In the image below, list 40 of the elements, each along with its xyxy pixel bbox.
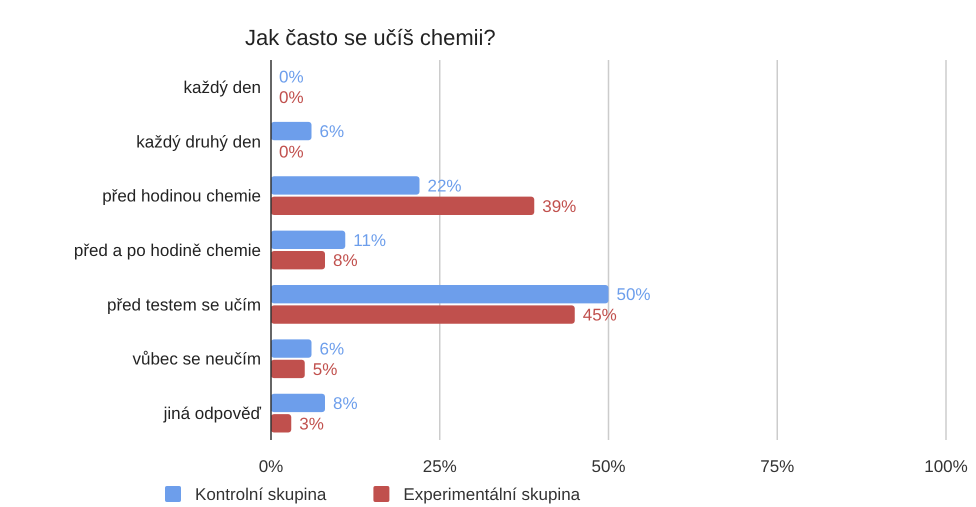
bar xyxy=(271,196,534,216)
bar xyxy=(271,360,305,378)
data-label: 0% xyxy=(279,142,304,162)
bar xyxy=(271,305,575,324)
y-tick-label: vůbec se neučím xyxy=(132,350,261,369)
bar xyxy=(271,251,325,270)
data-label: 22% xyxy=(428,176,462,196)
bar xyxy=(271,284,608,304)
data-label: 0% xyxy=(279,88,304,108)
data-label: 5% xyxy=(312,360,338,379)
data-label: 50% xyxy=(616,285,651,304)
legend-label: Kontrolní skupina xyxy=(195,485,327,504)
data-label: 39% xyxy=(542,196,576,216)
y-tick-label: před hodinou chemie xyxy=(102,186,261,206)
data-label: 45% xyxy=(582,306,617,325)
x-tick-label: 25% xyxy=(422,457,457,476)
data-label: 3% xyxy=(299,414,324,434)
legend-label: Experimentální skupina xyxy=(403,485,581,504)
bar xyxy=(271,339,312,358)
bar xyxy=(271,394,325,412)
data-label: 8% xyxy=(333,251,358,270)
bar xyxy=(271,122,312,140)
x-tick-label: 50% xyxy=(591,457,626,476)
y-tick-label: před a po hodině chemie xyxy=(74,241,261,260)
bar xyxy=(271,176,420,195)
data-label: 6% xyxy=(320,122,344,142)
x-tick-label: 0% xyxy=(258,457,284,476)
data-label: 11% xyxy=(353,230,386,250)
y-tick-label: před testem se učím xyxy=(106,295,261,314)
y-tick-label: každý druhý den xyxy=(136,132,261,152)
data-label: 6% xyxy=(320,340,344,359)
chart-title: Jak často se učíš chemii? xyxy=(245,25,496,50)
x-tick-label: 75% xyxy=(760,457,794,476)
x-tick-label: 100% xyxy=(924,457,968,476)
bar xyxy=(271,414,292,432)
data-label: 8% xyxy=(333,394,358,413)
data-label: 0% xyxy=(279,68,304,87)
y-tick-label: jiná odpověď xyxy=(162,404,262,424)
y-tick-label: každý den xyxy=(184,78,261,97)
bar xyxy=(271,230,346,249)
